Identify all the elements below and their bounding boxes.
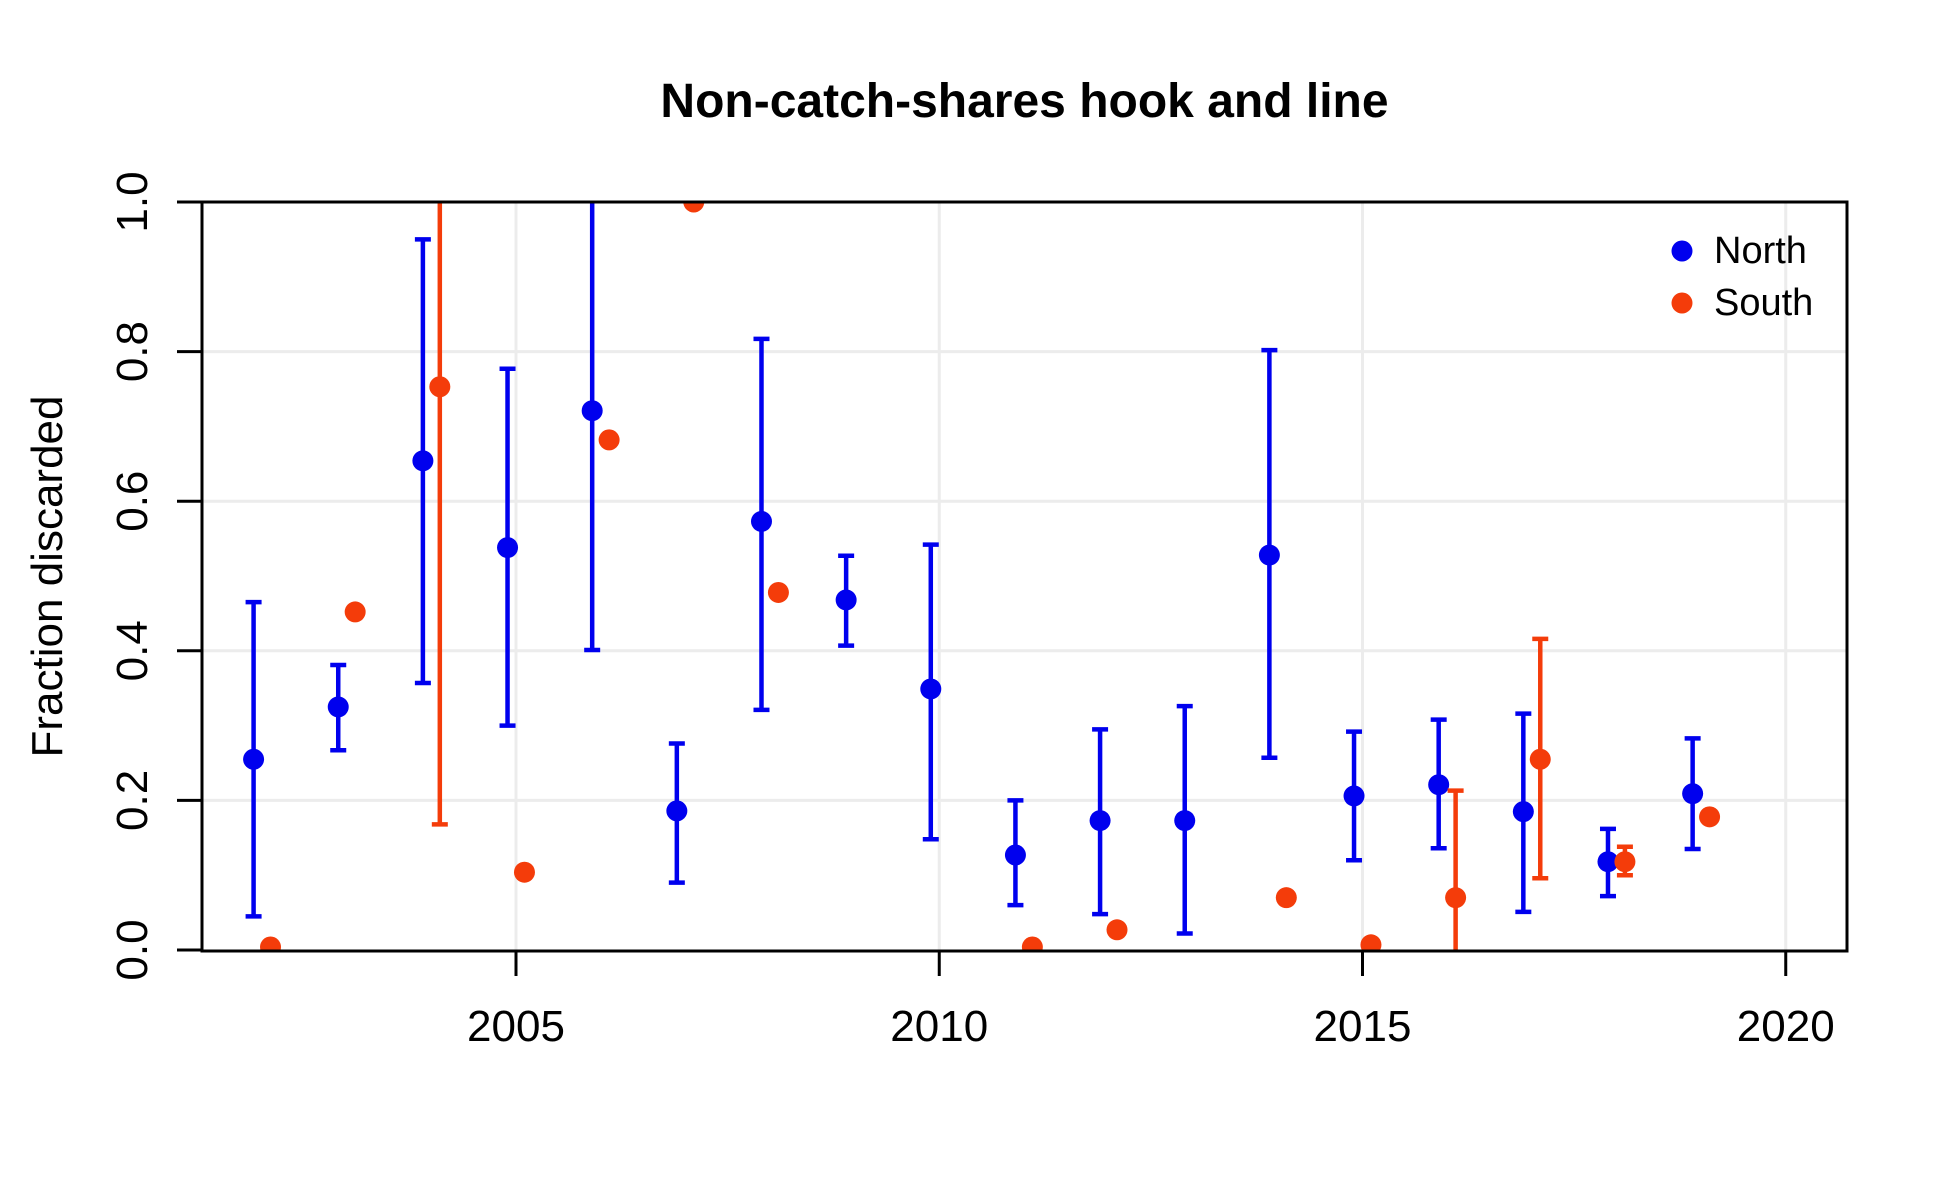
chart-title: Non-catch-shares hook and line	[660, 75, 1389, 128]
data-point	[412, 450, 434, 472]
data-point	[835, 589, 857, 611]
data-point	[327, 696, 349, 718]
data-point	[1174, 810, 1196, 832]
y-axis-title: Fraction discarded	[23, 396, 72, 758]
plot-box	[200, 200, 1849, 953]
data-point	[1699, 806, 1721, 828]
y-tick-label: 1.0	[108, 171, 157, 232]
x-axis: 2005 2010 2015 2020	[467, 951, 1835, 1051]
gridlines	[202, 202, 1847, 951]
data-point	[1529, 748, 1551, 770]
data-point	[497, 537, 519, 559]
series-north	[243, 202, 1704, 936]
data-point	[1360, 934, 1382, 951]
data-point	[1275, 887, 1297, 909]
data-point	[1089, 810, 1111, 832]
series-south	[260, 202, 1721, 951]
data-point	[581, 400, 603, 422]
data-point	[1106, 919, 1128, 941]
data-point	[1343, 785, 1365, 807]
x-tick-label: 2015	[1314, 1002, 1412, 1051]
legend: North South	[1671, 230, 1813, 324]
data-point	[750, 510, 772, 532]
y-tick-label: 0.2	[108, 770, 157, 831]
data-point	[1428, 774, 1450, 796]
data-point	[1004, 844, 1026, 866]
y-tick-label: 0.8	[108, 321, 157, 382]
x-tick-label: 2020	[1737, 1002, 1835, 1051]
data-point	[243, 748, 265, 770]
data-point	[767, 581, 789, 603]
data-point	[1512, 801, 1534, 823]
legend-label-north: North	[1714, 230, 1807, 272]
data-point	[1682, 783, 1704, 805]
x-tick-label: 2005	[467, 1002, 565, 1051]
data-point	[513, 861, 535, 883]
data-point	[1597, 851, 1619, 873]
y-tick-label: 0.0	[108, 919, 157, 980]
data-point	[1445, 887, 1467, 909]
legend-marker-north	[1671, 240, 1693, 262]
legend-marker-south	[1671, 292, 1693, 314]
data-point	[598, 429, 620, 451]
x-tick-label: 2010	[890, 1002, 988, 1051]
series-layer	[243, 202, 1721, 951]
y-tick-label: 0.4	[108, 620, 157, 681]
data-point	[1021, 936, 1043, 951]
legend-label-south: South	[1714, 282, 1813, 324]
data-point	[429, 376, 451, 398]
data-point	[920, 678, 942, 700]
data-point	[683, 202, 705, 213]
data-point	[1258, 544, 1280, 566]
data-point	[666, 800, 688, 822]
data-point	[1614, 851, 1636, 873]
y-axis: 0.0 0.2 0.4 0.6 0.8 1.0	[108, 171, 202, 981]
y-tick-label: 0.6	[108, 471, 157, 532]
data-point	[344, 601, 366, 623]
data-point	[260, 936, 282, 951]
